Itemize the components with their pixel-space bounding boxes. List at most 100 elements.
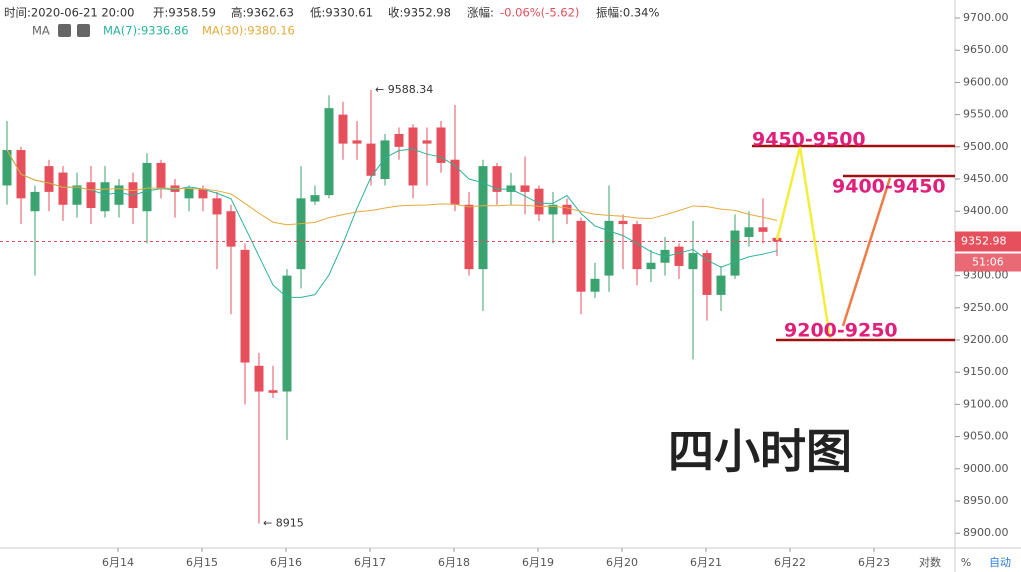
close-icon[interactable] [77,24,90,37]
candle-body [604,220,614,276]
candle-body [142,162,152,212]
ma7-label: MA(7):9336.86 [103,24,189,38]
candle-body [744,227,754,237]
countdown-box [955,253,1021,272]
y-tick-label: 9000.00 [963,462,1009,475]
candle-body [380,140,390,180]
candle-body [254,365,264,392]
header-change: -0.06%(-5.62) [500,6,579,20]
x-tick-label: 6月21 [690,556,722,569]
y-tick-label: 9250.00 [963,301,1009,314]
candle-body [646,262,656,270]
target-label: 9200-9250 [784,320,898,342]
path-yellow [775,146,832,339]
ma30-label: MA(30):9380.16 [202,24,295,38]
high-annotation: ← 9588.34 [375,83,433,96]
candle-body [352,140,362,144]
y-tick-label: 9300.00 [963,269,1009,282]
candle-body [548,204,558,215]
candle-body [730,230,740,276]
settings-icon[interactable] [58,24,71,37]
last-price-box [955,231,1021,252]
candle-body [58,172,68,205]
header-time: 时间:2020-06-21 20:00 [4,6,135,20]
candle-body [422,140,432,144]
log-toggle[interactable]: 对数 [919,555,941,569]
x-tick-label: 6月18 [438,556,470,569]
candle-body [450,159,460,205]
candle-body [156,162,166,189]
y-tick-label: 9100.00 [963,397,1009,410]
candle-body [366,143,376,176]
candle-body [464,204,474,270]
x-tick-label: 6月19 [522,556,554,569]
plot [2,89,782,524]
candle-body [520,185,530,192]
candle-body [758,227,768,232]
ma30-line [6,149,778,226]
last-price-label: 9352.98 [961,234,1007,247]
y-tick-label: 9700.00 [963,11,1009,24]
target-label: 9450-9500 [752,129,866,151]
header-change-label: 涨幅: [467,6,494,20]
candle-body [282,275,292,392]
header-close: 收:9352.98 [388,6,451,20]
candle-body [310,195,320,202]
candle-body [2,150,12,186]
candle-body [226,211,236,247]
candle-body [198,188,208,199]
candle-body [534,188,544,215]
x-tick-label: 6月14 [102,556,134,569]
candle-body [618,220,628,225]
x-tick-label: 6月16 [270,556,302,569]
candle-body [338,114,348,144]
header-high: 高:9362.63 [231,6,294,20]
candle-body [562,204,572,215]
candle-body [86,182,96,208]
candle-body [240,249,250,363]
target-label: 9400-9450 [832,176,946,198]
y-tick-label: 9600.00 [963,75,1009,88]
candle-body [72,185,82,205]
path-orange [841,177,892,327]
header-open: 开:9358.59 [153,6,216,20]
candle-body [590,278,600,292]
y-tick-label: 9400.00 [963,204,1009,217]
candle-body [212,198,222,215]
candle-body [408,127,418,186]
y-tick-label: 8950.00 [963,494,1009,507]
candle-body [296,198,306,270]
y-tick-label: 9150.00 [963,365,1009,378]
y-tick-label: 9500.00 [963,140,1009,153]
candle-body [492,166,502,192]
header: 时间:2020-06-21 20:00 开:9358.59 高:9362.63 … [4,6,659,38]
candle-body [100,182,110,212]
candle-body [702,253,712,295]
low-annotation: ← 8915 [263,517,304,530]
percent-toggle[interactable]: % [961,556,971,569]
x-tick-label: 6月17 [354,556,386,569]
candle-body [576,220,586,292]
countdown-label: 51:06 [972,255,1004,268]
candle-body [30,191,40,212]
candle-body [324,108,334,196]
y-tick-label: 9550.00 [963,108,1009,121]
candle-body [268,390,278,393]
header-amplitude: 振幅:0.34% [596,6,659,20]
candle-body [632,224,642,270]
x-tick-label: 6月22 [774,556,806,569]
ma7-line [6,148,778,298]
y-tick-label: 9200.00 [963,333,1009,346]
candle-body [688,253,698,270]
y-tick-label: 8900.00 [963,526,1009,539]
y-tick-label: 9050.00 [963,430,1009,443]
candle-body [394,133,404,147]
y-tick-label: 9450.00 [963,172,1009,185]
candle-body [44,166,54,192]
auto-toggle[interactable]: 自动 [989,556,1011,569]
candle-body [436,127,446,163]
x-tick-label: 6月20 [606,556,638,569]
x-tick-label: 6月23 [858,556,890,569]
